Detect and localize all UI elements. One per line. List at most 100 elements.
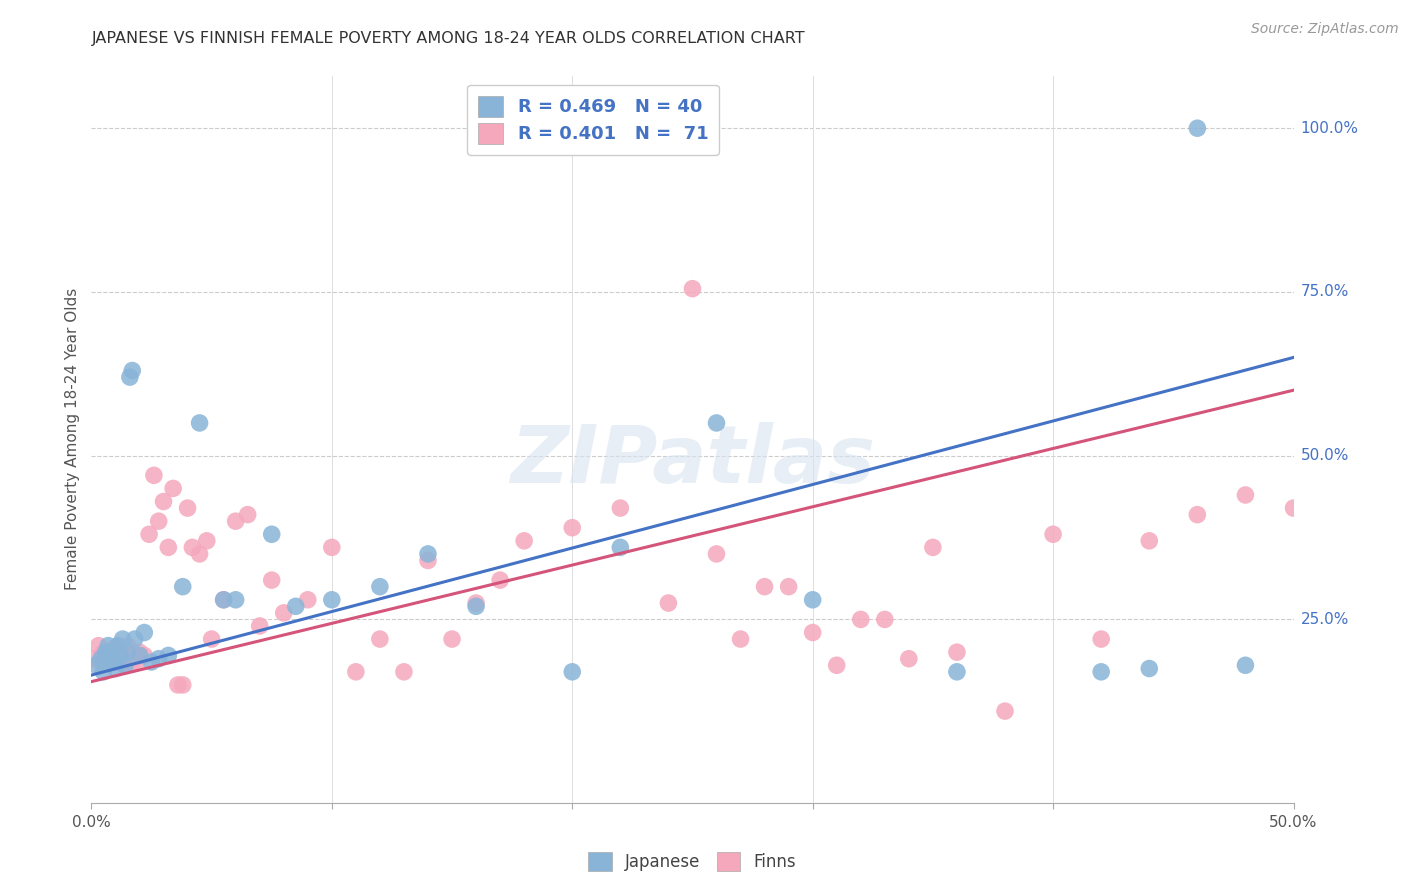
Point: [93, 645, 115, 659]
Point: [681, 282, 703, 296]
Point: [94, 648, 117, 663]
Point: [260, 573, 283, 587]
Point: [104, 648, 127, 663]
Point: [84, 658, 107, 673]
Point: [117, 645, 139, 659]
Point: [321, 541, 343, 555]
Point: [128, 645, 150, 659]
Point: [1234, 488, 1257, 502]
Point: [128, 648, 150, 663]
Point: [657, 596, 679, 610]
Point: [152, 494, 174, 508]
Point: [1090, 632, 1112, 646]
Text: Source: ZipAtlas.com: Source: ZipAtlas.com: [1251, 22, 1399, 37]
Point: [212, 592, 235, 607]
Point: [825, 658, 848, 673]
Point: [754, 580, 776, 594]
Point: [946, 665, 969, 679]
Point: [110, 648, 132, 663]
Point: [1090, 665, 1112, 679]
Point: [90, 651, 112, 665]
Point: [440, 632, 463, 646]
Point: [368, 632, 391, 646]
Point: [561, 665, 583, 679]
Text: 100.0%: 100.0%: [1301, 120, 1358, 136]
Point: [392, 665, 415, 679]
Point: [778, 580, 800, 594]
Point: [87, 639, 110, 653]
Point: [117, 639, 139, 653]
Text: JAPANESE VS FINNISH FEMALE POVERTY AMONG 18-24 YEAR OLDS CORRELATION CHART: JAPANESE VS FINNISH FEMALE POVERTY AMONG…: [91, 31, 806, 46]
Point: [118, 370, 141, 384]
Point: [134, 625, 156, 640]
Point: [513, 533, 536, 548]
Point: [110, 655, 132, 669]
Point: [167, 678, 190, 692]
Point: [1234, 658, 1257, 673]
Point: [1282, 501, 1305, 516]
Point: [107, 639, 129, 653]
Point: [609, 541, 631, 555]
Point: [561, 521, 583, 535]
Point: [138, 527, 160, 541]
Point: [100, 651, 122, 665]
Point: [176, 501, 198, 516]
Point: [172, 580, 194, 594]
Point: [730, 632, 752, 646]
Point: [706, 416, 728, 430]
Point: [284, 599, 307, 614]
Point: [181, 541, 204, 555]
Point: [465, 596, 488, 610]
Point: [114, 658, 136, 673]
Point: [321, 592, 343, 607]
Point: [416, 547, 439, 561]
Point: [249, 619, 271, 633]
Point: [706, 547, 728, 561]
Point: [188, 547, 211, 561]
Point: [873, 612, 896, 626]
Point: [148, 514, 170, 528]
Point: [101, 641, 124, 656]
Text: ZIPatlas: ZIPatlas: [510, 422, 875, 500]
Point: [416, 553, 439, 567]
Point: [107, 645, 129, 659]
Point: [195, 533, 218, 548]
Point: [849, 612, 872, 626]
Point: [1187, 121, 1209, 136]
Point: [201, 632, 224, 646]
Point: [124, 648, 146, 663]
Point: [83, 651, 105, 665]
Legend: Japanese, Finns: Japanese, Finns: [582, 846, 803, 878]
Point: [994, 704, 1017, 718]
Point: [1137, 661, 1160, 675]
Point: [260, 527, 283, 541]
Point: [142, 468, 165, 483]
Point: [344, 665, 367, 679]
Text: 25.0%: 25.0%: [1301, 612, 1350, 627]
Point: [212, 592, 235, 607]
Point: [609, 501, 631, 516]
Point: [236, 508, 259, 522]
Point: [172, 678, 194, 692]
Point: [157, 541, 180, 555]
Point: [162, 482, 184, 496]
Point: [111, 648, 134, 663]
Point: [465, 599, 488, 614]
Point: [946, 645, 969, 659]
Point: [111, 632, 134, 646]
Point: [148, 651, 170, 665]
Text: 50.0%: 50.0%: [1301, 448, 1350, 463]
Point: [225, 514, 247, 528]
Point: [1137, 533, 1160, 548]
Point: [801, 625, 824, 640]
Point: [121, 655, 143, 669]
Point: [297, 592, 319, 607]
Point: [114, 658, 136, 673]
Point: [121, 363, 143, 377]
Point: [1042, 527, 1064, 541]
Point: [100, 651, 122, 665]
Point: [922, 541, 945, 555]
Point: [101, 655, 124, 669]
Point: [273, 606, 295, 620]
Point: [90, 655, 112, 669]
